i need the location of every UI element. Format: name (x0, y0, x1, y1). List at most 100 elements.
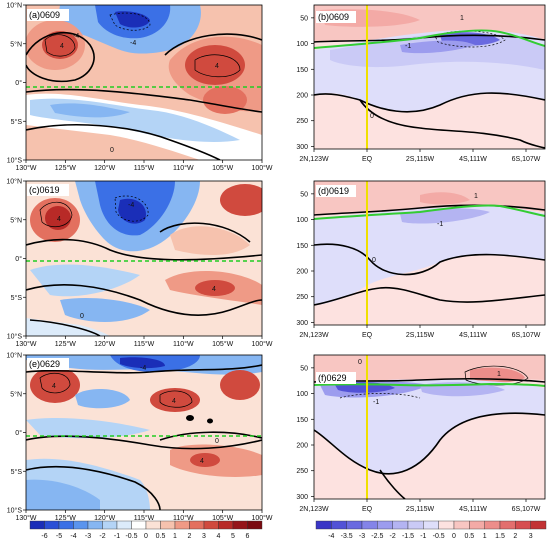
contour-label-d2: -1 (437, 221, 443, 228)
colorbar-right-swatch-2 (346, 520, 363, 530)
section-y-tick-f-2: 150 (296, 417, 308, 424)
axis-tick-labels: 130°W 125°W 120°W 115°W 110°W 105°W 100°W 10°N 5… (6, 2, 540, 523)
map-x-tick-e-6: 100°W (251, 514, 272, 522)
section-x-tick-b-4: 6S,107W (512, 156, 541, 163)
colorbar-left-swatch-10 (174, 520, 190, 530)
colorbar-left-swatch-9 (160, 520, 176, 530)
panel-a-map: (a)0609 -4 -4 4 4 0 (25, 4, 263, 161)
map-y-tick-a-0: 10°N (6, 2, 22, 10)
section-x-tick-f-0: 2N,123W (299, 506, 329, 513)
panel-e-label: (e)0629 (29, 359, 60, 369)
section-x-tick-d-0: 2N,123W (299, 332, 329, 339)
colorbar-left-swatch-7 (131, 520, 147, 530)
contour-label-f2: -1 (373, 399, 379, 406)
map-y-tick-e-3: 5°S (11, 468, 23, 476)
colorbar-right: -4 -3.5 -3 -2.5 -2 -1.5 -1 -0.5 0 0.5 1 1.5 2 3 (315, 520, 547, 540)
map-x-tick-e-3: 115°W (134, 514, 155, 522)
section-x-tick-b-1: EQ (362, 156, 373, 163)
colorbar-left-swatch-6 (116, 520, 132, 530)
section-x-tick-f-3: 4S,111W (459, 506, 487, 513)
contour-label-e5: 0 (215, 438, 219, 445)
panel-f-section: (f)0629 1 -1 0 (313, 354, 546, 500)
contour-label-e1: -4 (140, 365, 146, 372)
colorbar-right-label-7: -0.5 (433, 533, 445, 540)
colorbar-left-swatch-15 (247, 520, 263, 530)
section-y-tick-b-3: 200 (296, 93, 308, 100)
colorbar-left-label-13: 5 (231, 533, 235, 540)
section-x-tick-f-1: EQ (362, 506, 373, 513)
section-y-tick-b-1: 100 (296, 41, 308, 48)
map-y-tick-c-2: 0° (15, 255, 22, 263)
section-x-tick-b-0: 2N,123W (299, 156, 329, 163)
map-x-tick-c-2: 120°W (94, 340, 115, 348)
map-y-tick-a-2: 0° (15, 79, 22, 87)
colorbar-left-label-6: -0.5 (125, 533, 137, 540)
section-y-tick-d-5: 300 (296, 320, 308, 327)
colorbar-right-label-4: -2 (390, 533, 396, 540)
map-y-tick-a-3: 5°S (11, 118, 23, 126)
colorbar-left-swatch-3 (73, 520, 89, 530)
contour-label-e4: 4 (200, 458, 204, 465)
section-y-tick-b-5: 300 (296, 144, 308, 151)
map-x-tick-c-3: 115°W (134, 340, 155, 348)
contour-label-c3: 4 (212, 286, 216, 293)
section-x-tick-f-2: 2S,115W (406, 506, 435, 513)
section-y-tick-f-1: 100 (296, 391, 308, 398)
contour-label-a4: 4 (215, 63, 219, 70)
map-y-tick-c-3: 5°S (11, 294, 23, 302)
colorbar-right-swatch-0 (315, 520, 332, 530)
colorbar-left-label-2: -4 (70, 533, 76, 540)
colorbar-right-label-9: 0.5 (464, 533, 474, 540)
colorbar-right-swatch-11 (484, 520, 501, 530)
colorbar-right-label-5: -1.5 (402, 533, 414, 540)
map-x-tick-c-5: 105°W (212, 340, 233, 348)
colorbar-left-label-9: 1 (173, 533, 177, 540)
colorbar-left-label-3: -3 (85, 533, 91, 540)
map-x-tick-a-5: 105°W (212, 164, 233, 172)
colorbar-left-swatch-4 (87, 520, 103, 530)
colorbar-left-swatch-2 (58, 520, 74, 530)
contour-label-e3: 4 (52, 383, 56, 390)
map-x-tick-a-4: 110°W (173, 164, 194, 172)
panel-f-label: (f)0629 (318, 373, 347, 383)
panel-e-map: (e)0629 -4 4 4 4 0 (25, 354, 263, 511)
map-y-tick-e-1: 5°N (10, 390, 22, 398)
contour-label-a1: -4 (73, 33, 79, 40)
section-y-tick-d-1: 100 (296, 217, 308, 224)
map-x-tick-e-4: 110°W (173, 514, 194, 522)
section-x-tick-b-3: 4S,111W (459, 156, 487, 163)
colorbar-right-swatch-7 (423, 520, 439, 530)
contour-label-e2: 4 (172, 398, 176, 405)
section-y-tick-b-0: 50 (300, 15, 308, 22)
colorbar-right-swatch-5 (392, 520, 409, 530)
colorbar-left: -6 -5 -4 -3 -2 -1 -0.5 0 0.5 1 2 3 4 5 6 (29, 520, 263, 540)
map-y-tick-a-1: 5°N (10, 40, 22, 48)
section-x-tick-d-4: 6S,107W (512, 332, 541, 339)
colorbar-right-label-13: 3 (529, 533, 533, 540)
panel-a-label: (a)0609 (29, 10, 60, 20)
colorbar-left-label-7: 0 (144, 533, 148, 540)
contour-label-b3: 0 (370, 113, 374, 120)
contour-label-f1: 1 (497, 371, 501, 378)
colorbar-right-label-8: 0 (452, 533, 456, 540)
colorbar-right-swatch-13 (515, 520, 531, 530)
map-x-tick-c-0: 130°W (15, 340, 36, 348)
map-x-tick-c-6: 100°W (251, 340, 272, 348)
colorbar-left-label-4: -2 (99, 533, 105, 540)
section-x-tick-f-4: 6S,107W (512, 506, 541, 513)
contour-label-a2: -4 (130, 40, 136, 47)
panel-c-label: (c)0619 (29, 185, 60, 195)
colorbar-right-label-3: -2.5 (371, 533, 383, 540)
section-y-tick-d-2: 150 (296, 243, 308, 250)
colorbar-left-label-0: -6 (41, 533, 47, 540)
colorbar-right-swatch-3 (361, 520, 378, 530)
contour-label-a3: 4 (60, 43, 64, 50)
section-y-tick-d-0: 50 (300, 191, 308, 198)
map-y-tick-e-2: 0° (15, 429, 22, 437)
panel-d-label: (d)0619 (318, 186, 349, 196)
contour-label-b1: 1 (460, 15, 464, 22)
map-y-tick-e-4: 10°S (7, 507, 23, 515)
colorbar-right-label-12: 2 (513, 533, 517, 540)
colorbar-left-label-12: 4 (217, 533, 221, 540)
